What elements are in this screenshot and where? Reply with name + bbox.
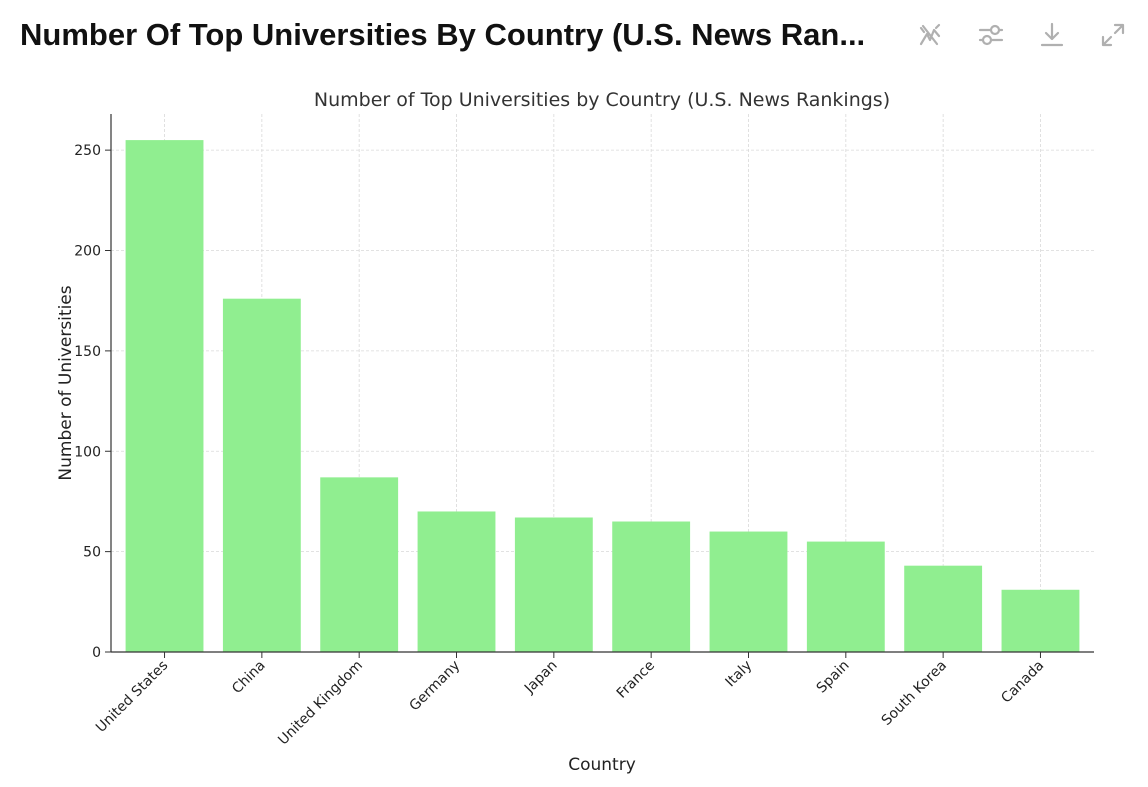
bar [222,298,301,652]
x-axis-label: Country [568,755,636,775]
x-tick-label: Japan [521,658,561,698]
x-tick-label: United States [93,658,171,736]
y-tick-label: 0 [92,645,101,661]
sparkle-off-icon [919,23,941,46]
x-tick-label: Spain [814,658,853,697]
bar [320,477,399,652]
download-button[interactable] [1035,18,1069,52]
bar [904,565,983,652]
chart-title: Number of Top Universities by Country (U… [314,89,890,111]
hide-interactive-button[interactable] [913,18,947,52]
x-tick-label: United Kingdom [275,658,366,749]
y-tick-label: 150 [74,344,101,360]
x-tick-label: South Korea [879,658,950,729]
y-tick-label: 50 [83,545,101,561]
bar [806,541,885,652]
bar [612,521,691,652]
bar [1001,589,1080,652]
chart-area: 0 50 100 150 200 250 United States China United … [0,76,1148,782]
bar [514,517,593,652]
panel-title: Number Of Top Universities By Country (U… [20,17,866,52]
x-tick-label: Germany [407,658,464,715]
bar [125,140,204,652]
x-tick-label: Italy [723,658,756,691]
expand-icon [1101,23,1125,47]
bar [709,531,788,652]
y-axis-label: Number of Universities [56,285,76,480]
download-icon [1040,22,1064,47]
x-tick-label: Canada [998,658,1047,707]
y-tick-label: 250 [74,143,101,159]
chart-toolbar [886,14,1130,56]
bars [125,140,1080,652]
x-tick-label: France [614,658,658,702]
x-tick-label: China [229,658,269,698]
expand-button[interactable] [1096,18,1130,52]
y-tick-label: 200 [74,244,101,260]
chart-settings-button[interactable] [974,18,1008,52]
panel-header: Number Of Top Universities By Country (U… [0,0,1148,72]
y-tick-label: 100 [74,444,101,460]
bar [417,511,496,652]
bar-chart: 0 50 100 150 200 250 United States China United … [56,89,1094,775]
sliders-icon [978,24,1004,46]
